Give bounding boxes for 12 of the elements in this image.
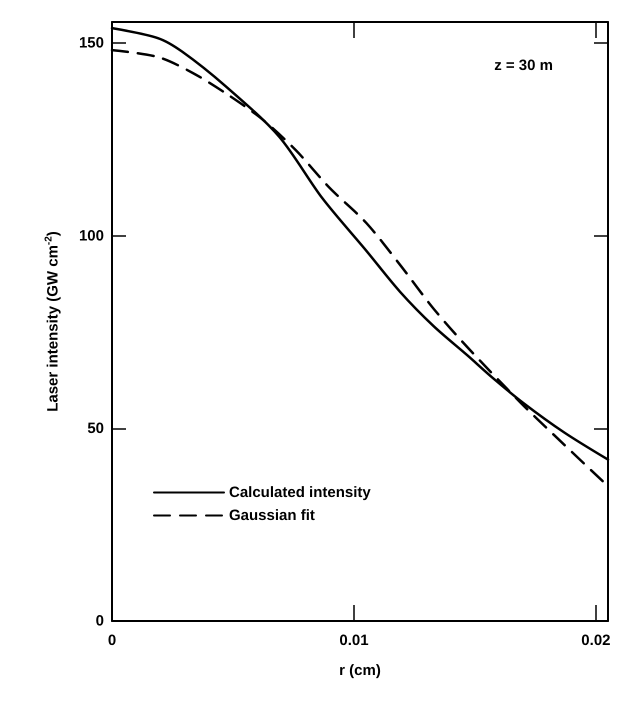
legend-label: Calculated intensity	[229, 484, 372, 501]
annotation: z = 30 m	[494, 57, 554, 74]
x-tick-label: 0.02	[581, 632, 611, 649]
x-tick-label: 0	[108, 632, 116, 649]
legend-label: Gaussian fit	[229, 507, 315, 524]
y-tick-label: 0	[96, 612, 104, 630]
y-tick-label: 150	[78, 34, 104, 52]
y-tick-label: 50	[87, 420, 104, 437]
x-axis-title: r (cm)	[339, 662, 381, 679]
y-tick-label: 100	[78, 227, 104, 244]
y-axis-title: Laser intensity (GW cm-2)	[44, 231, 62, 412]
x-tick-label: 0.01	[339, 632, 369, 649]
